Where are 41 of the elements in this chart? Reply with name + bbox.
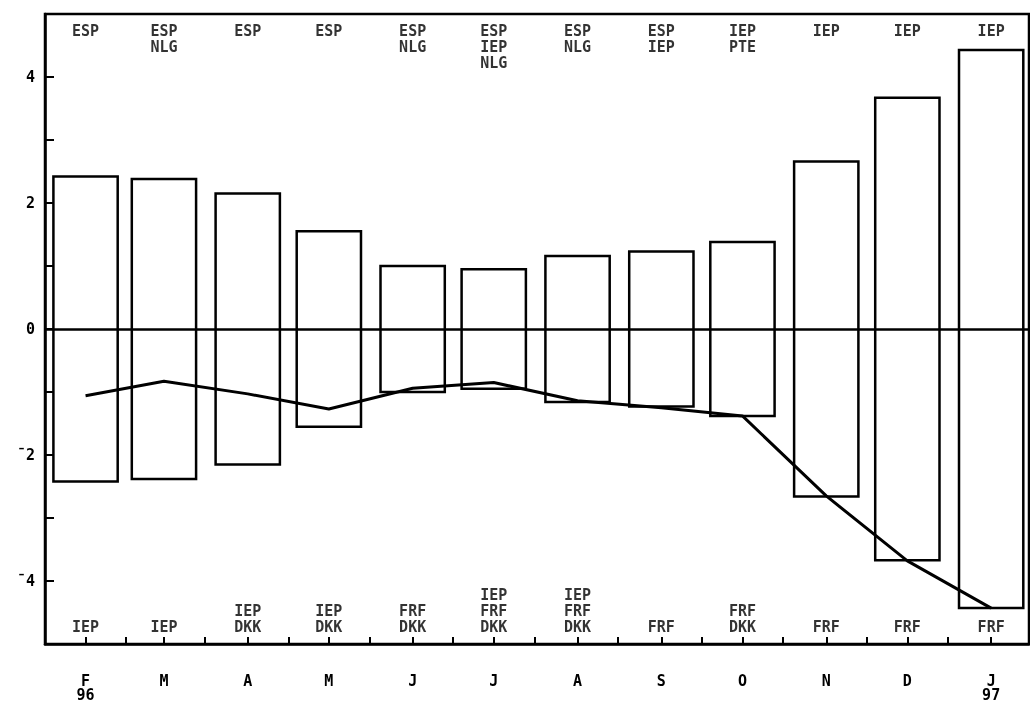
x-tick-label: A	[243, 672, 253, 690]
annotation: ESP	[315, 22, 343, 41]
y-tick-label: 0	[25, 320, 35, 338]
annotation: ESP NLG	[150, 22, 178, 57]
annotation: IEP FRF DKK	[564, 585, 592, 636]
annotation: IEP	[150, 617, 178, 636]
annotation: ESP NLG	[399, 22, 427, 57]
annotation: FRF	[647, 617, 675, 636]
x-tick-label: J	[489, 672, 499, 690]
annotation: IEP DKK	[315, 601, 343, 636]
x-tick-label: N	[821, 672, 831, 690]
annotation: IEP	[72, 617, 100, 636]
annotation: IEP	[977, 22, 1005, 41]
annotation: FRF	[977, 617, 1005, 636]
x-tick-label: A	[573, 672, 583, 690]
y-tick-label: ¯4	[16, 572, 35, 590]
x-tick-label: J	[408, 672, 418, 690]
y-tick-label: ¯2	[16, 446, 35, 464]
annotation: FRF DKK	[728, 601, 756, 636]
annotation: FRF DKK	[399, 601, 427, 636]
annotation: ESP	[234, 22, 262, 41]
x-tick-label: M	[159, 672, 169, 690]
annotation: FRF	[893, 617, 921, 636]
annotation: IEP DKK	[234, 601, 262, 636]
x-tick-label: F 96	[76, 672, 95, 704]
x-tick-label: D	[902, 672, 912, 690]
annotation: IEP FRF DKK	[480, 585, 508, 636]
annotation: FRF	[812, 617, 840, 636]
y-tick-label: 4	[25, 68, 35, 86]
x-tick-label: M	[324, 672, 334, 690]
annotation: IEP PTE	[728, 22, 756, 57]
x-tick-label: J 97	[982, 672, 1001, 704]
y-tick-label: 2	[25, 194, 35, 212]
annotation: ESP IEP	[647, 22, 675, 57]
annotation: IEP	[893, 22, 921, 41]
x-tick-label: S	[656, 672, 666, 690]
x-tick-label: O	[737, 672, 747, 690]
annotation: ESP NLG	[564, 22, 592, 57]
annotation: ESP	[72, 22, 100, 41]
annotation: ESP IEP NLG	[480, 22, 508, 73]
annotation: IEP	[812, 22, 840, 41]
